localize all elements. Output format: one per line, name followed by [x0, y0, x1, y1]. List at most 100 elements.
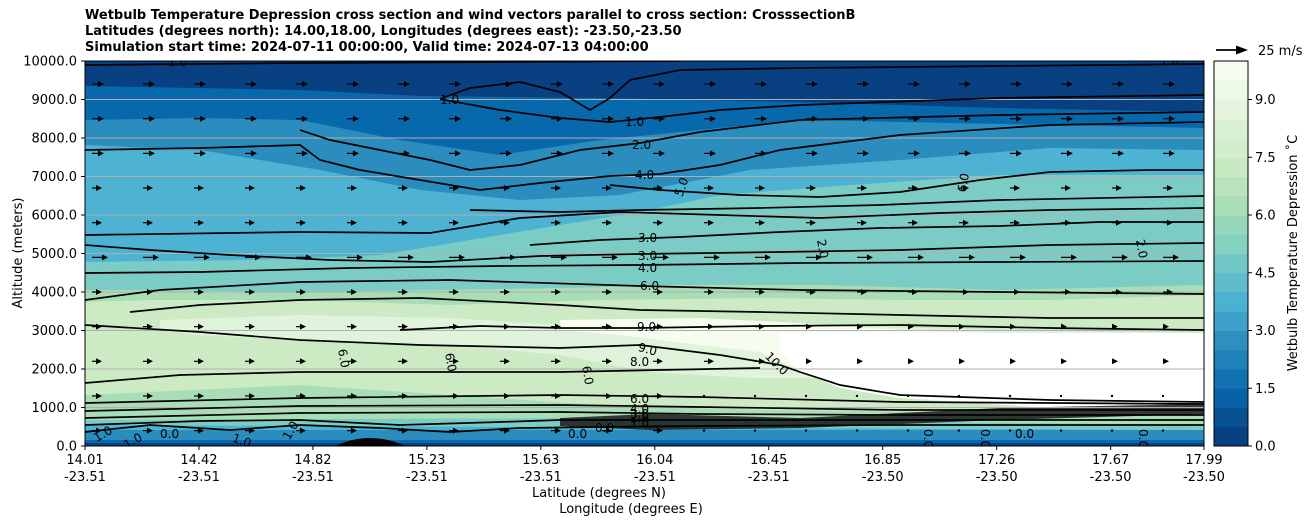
wind-vector-dot — [855, 394, 859, 398]
wind-vector — [806, 254, 822, 261]
wind-vector-head — [555, 427, 561, 434]
x-tick-label-lat: 17.99 — [1185, 453, 1222, 468]
wind-vector — [1008, 394, 1012, 398]
wind-vector — [1061, 185, 1071, 192]
wind-vector — [806, 185, 816, 192]
wind-vector — [1010, 219, 1020, 226]
wind-vector — [1112, 219, 1122, 226]
wind-vector — [92, 115, 104, 122]
wind-vector-head — [251, 150, 257, 157]
wind-vector — [1112, 81, 1124, 88]
wind-vector-head — [1118, 81, 1124, 88]
colorbar-segment — [1214, 118, 1248, 139]
contour-label: 0.0 — [921, 429, 935, 448]
wind-vector — [398, 254, 414, 261]
x-axis: 14.01 -23.51 14.42 -23.51 14.82 -23.51 15.23 -2… — [64, 446, 1225, 485]
wind-vector — [653, 289, 663, 295]
wind-vector-head — [402, 289, 408, 295]
wind-vector — [347, 150, 359, 157]
wind-vector-head — [255, 254, 261, 261]
wind-vector — [449, 254, 465, 261]
wind-vector — [653, 219, 663, 226]
wind-vector — [1112, 289, 1122, 295]
wind-vector-head — [300, 358, 306, 365]
x-tick-label-lat: 16.45 — [750, 453, 787, 468]
wind-vector-dot — [1008, 429, 1012, 432]
wind-vector — [296, 150, 308, 157]
wind-vector — [704, 254, 720, 261]
contour-line — [399, 324, 1204, 331]
contour-line — [85, 367, 761, 384]
contour-label: 0.0 — [568, 427, 587, 441]
wind-vector-head — [1061, 358, 1067, 365]
wind-vector-head — [249, 185, 255, 192]
wind-vector-head — [455, 150, 461, 157]
wind-vector — [245, 115, 257, 122]
contour-line — [85, 424, 1204, 433]
colorbar-segment — [1214, 349, 1248, 370]
wind-vector — [1163, 358, 1169, 365]
contour-label: 0.0 — [595, 421, 614, 435]
wind-vector-dot — [906, 394, 910, 398]
colorbar-tick-label: 0.0 — [1255, 440, 1276, 455]
wind-vector — [1163, 323, 1169, 330]
wind-vector-head — [504, 427, 510, 434]
contour-label: 2.0 — [632, 138, 651, 152]
wind-vector-dot — [906, 429, 910, 432]
x-tick-label-lat: 14.42 — [180, 453, 217, 468]
wind-vector-head — [557, 81, 563, 88]
wind-vector-head — [455, 81, 461, 88]
wind-vector-head — [249, 219, 255, 226]
wind-vector — [653, 358, 663, 365]
wind-vector — [857, 358, 863, 365]
colorbar-segment — [1214, 426, 1248, 447]
wind-vector — [908, 150, 920, 157]
wind-vector-head — [402, 392, 408, 399]
wind-vector-head — [96, 392, 102, 399]
contour-label: 6.0 — [955, 172, 972, 193]
wind-vector — [806, 323, 812, 330]
wind-vector — [755, 289, 765, 295]
wind-vector-head — [812, 150, 818, 157]
y-tick-label: 9000.0 — [32, 93, 78, 108]
wind-vector-head — [663, 254, 669, 261]
wind-vector-dot — [1059, 429, 1063, 432]
wind-vector — [857, 323, 863, 330]
wind-vector-dot — [1059, 394, 1063, 398]
wind-vector — [296, 392, 306, 399]
wind-vector — [857, 81, 869, 88]
contour-label: 6.0 — [335, 348, 352, 369]
wind-vector — [1010, 115, 1022, 122]
wind-vector-head — [810, 219, 816, 226]
colorbar-segment — [1214, 157, 1248, 177]
wind-vector — [398, 81, 410, 88]
wind-vector-head — [351, 358, 357, 365]
contour-label: 9.0 — [637, 320, 656, 334]
y-axis: 0.0 1000.0 2000.0 3000.0 4000.0 5000.0 6000.0 7… — [23, 55, 85, 455]
wind-vector — [653, 115, 665, 122]
wind-vector — [551, 150, 563, 157]
colorbar: 0.0 1.5 3.0 4.5 6.0 7.5 9.0 — [1213, 60, 1276, 455]
wind-vector-head — [761, 115, 767, 122]
wind-vector-head — [965, 81, 971, 88]
wind-vector — [908, 81, 920, 88]
wind-vector-head — [147, 323, 153, 330]
wind-vector — [449, 81, 461, 88]
y-tick-label: 7000.0 — [32, 170, 78, 185]
wind-vector-head — [1014, 219, 1020, 226]
wind-vector-head — [1118, 115, 1124, 122]
contour-line — [469, 195, 1204, 213]
colorbar-tick-label: 1.5 — [1255, 382, 1276, 397]
x-tick-label-lon: -23.51 — [64, 470, 106, 485]
wind-vector-head — [198, 392, 204, 399]
contour-label: 0.0 — [160, 427, 179, 441]
contour-label: 2.0 — [814, 238, 831, 259]
contour-label: 4.0 — [638, 261, 657, 275]
wind-vector-head — [816, 254, 822, 261]
contour-label: 2.0 — [1133, 238, 1150, 259]
wind-vector — [1112, 358, 1118, 365]
wind-vector — [602, 254, 618, 261]
wind-vector — [959, 289, 969, 295]
wind-vector-head — [504, 392, 510, 399]
wind-vector-head — [147, 289, 153, 295]
